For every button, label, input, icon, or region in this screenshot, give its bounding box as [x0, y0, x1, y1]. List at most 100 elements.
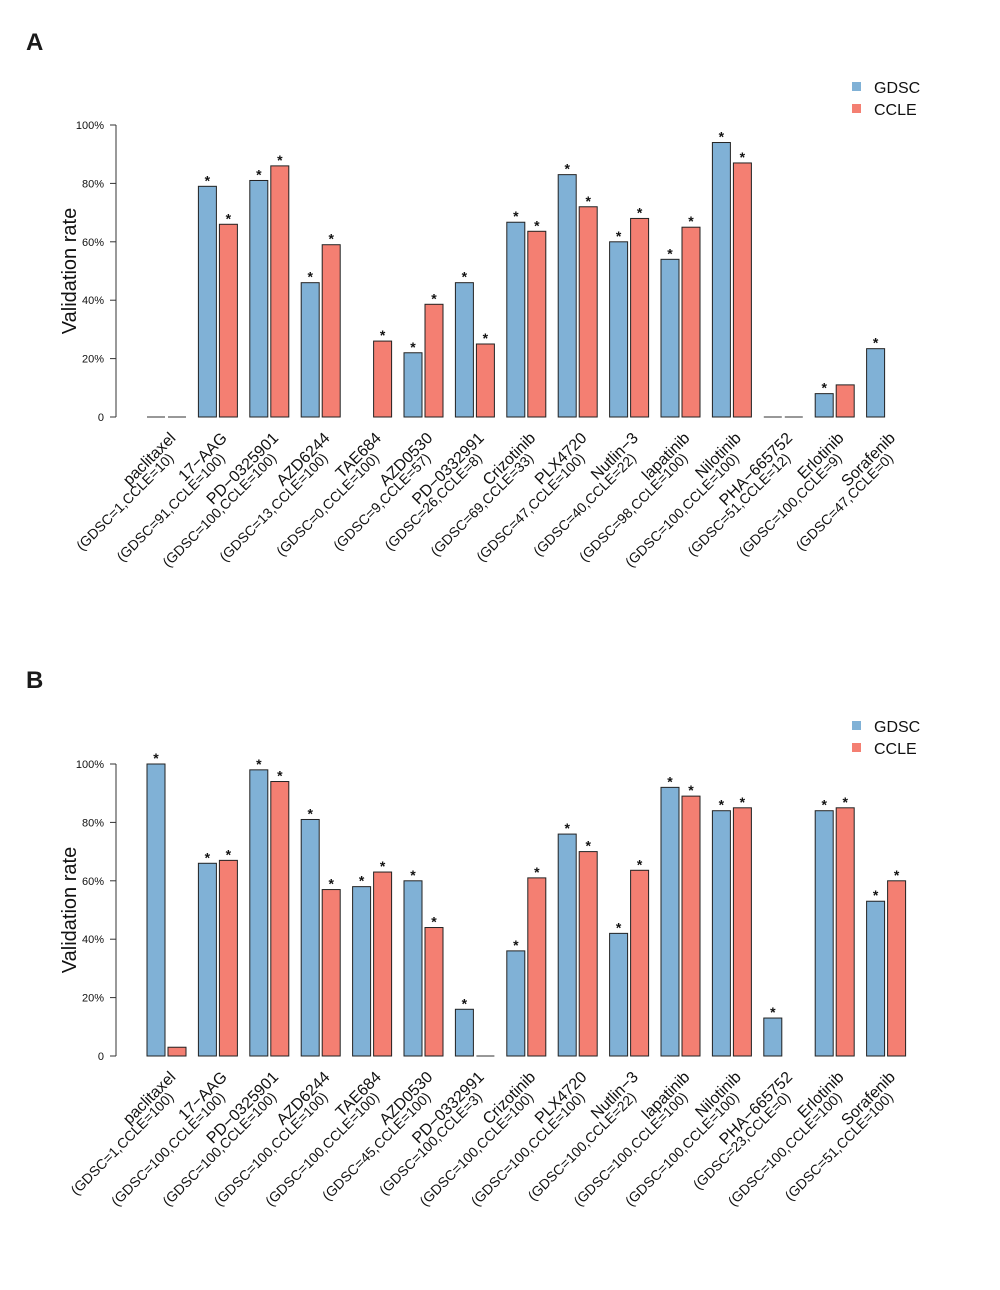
significance-star: *	[431, 290, 437, 306]
bar-gdsc	[711, 142, 731, 418]
legend-swatch-ccle	[852, 104, 861, 113]
significance-star: *	[894, 867, 900, 883]
significance-star: *	[667, 773, 673, 789]
bar-gdsc	[609, 241, 629, 418]
significance-star: *	[821, 797, 827, 813]
significance-star: *	[616, 228, 622, 244]
significance-star: *	[256, 166, 262, 182]
legend-swatch-gdsc	[852, 721, 861, 730]
bar-gdsc	[711, 810, 731, 1057]
significance-star: *	[719, 797, 725, 813]
bar-gdsc	[660, 258, 680, 418]
bar-ccle	[578, 851, 598, 1057]
significance-star: *	[513, 937, 519, 953]
significance-star: *	[153, 750, 159, 766]
bar-ccle	[732, 807, 752, 1057]
bar-ccle	[475, 343, 495, 418]
significance-star: *	[410, 867, 416, 883]
y-axis: 0 20% 40% 60% 80% 100%	[76, 120, 117, 424]
bar-gdsc	[609, 932, 629, 1057]
significance-star: *	[483, 330, 489, 346]
y-tick-label: 100%	[76, 120, 104, 132]
significance-star: *	[534, 864, 540, 880]
bar-gdsc	[454, 1008, 474, 1057]
legend-label-ccle: CCLE	[874, 102, 917, 119]
significance-star: *	[534, 217, 540, 233]
panel-letter: B	[26, 667, 43, 694]
y-tick-label: 80%	[82, 178, 104, 190]
bar-ccle	[373, 871, 393, 1057]
bars: * * * * * * * * * * * * * * * * * * * * * * * * * * *	[146, 750, 907, 1057]
bar-gdsc	[300, 818, 320, 1057]
bar-gdsc	[506, 221, 526, 418]
bar-ccle	[270, 781, 290, 1057]
bar-ccle	[681, 795, 701, 1057]
bar-gdsc	[866, 348, 886, 418]
bar-ccle	[578, 206, 598, 418]
significance-star: *	[226, 846, 232, 862]
x-tick-sublabel: (GDSC=1,CCLE=10)	[73, 450, 177, 554]
bar-gdsc	[352, 886, 372, 1057]
bar-ccle	[527, 230, 547, 418]
legend-swatch-gdsc	[852, 82, 861, 91]
significance-star: *	[380, 327, 386, 343]
bar-gdsc	[814, 393, 834, 418]
significance-star: *	[380, 858, 386, 874]
significance-star: *	[770, 1004, 776, 1020]
y-tick-label: 20%	[82, 993, 104, 1005]
legend-label-gdsc: GDSC	[874, 80, 920, 97]
y-axis: 0 20% 40% 60% 80% 100%	[76, 759, 117, 1063]
significance-star: *	[719, 129, 725, 145]
bar-gdsc	[557, 174, 577, 418]
significance-star: *	[585, 193, 591, 209]
bar-gdsc	[403, 352, 423, 418]
bar-gdsc	[403, 880, 423, 1057]
significance-star: *	[842, 794, 848, 810]
significance-star: *	[513, 208, 519, 224]
legend: GDSC CCLE	[852, 80, 920, 119]
significance-star: *	[226, 210, 232, 226]
bar-gdsc	[249, 179, 269, 418]
bar-ccle	[681, 226, 701, 418]
significance-star: *	[205, 849, 211, 865]
legend-label-ccle: CCLE	[874, 741, 917, 758]
significance-star: *	[328, 876, 334, 892]
panel-letter: A	[26, 29, 43, 56]
significance-star: *	[637, 856, 643, 872]
significance-star: *	[688, 782, 694, 798]
y-tick-label: 60%	[82, 237, 104, 249]
bar-ccle	[527, 877, 547, 1057]
significance-star: *	[564, 161, 570, 177]
significance-star: *	[328, 231, 334, 247]
bar-gdsc	[197, 185, 217, 418]
y-tick-label: 0	[98, 412, 104, 424]
bar-ccle	[630, 869, 650, 1057]
bar-gdsc	[660, 786, 680, 1057]
y-tick-label: 20%	[82, 354, 104, 366]
y-tick-label: 40%	[82, 295, 104, 307]
y-axis-label: Validation rate	[59, 847, 81, 973]
y-tick-label: 60%	[82, 876, 104, 888]
bar-gdsc	[249, 769, 269, 1057]
significance-star: *	[431, 914, 437, 930]
bar-gdsc	[146, 763, 166, 1057]
bar-ccle	[424, 927, 444, 1057]
bar-ccle	[218, 223, 238, 418]
bars: * * * * * * * * * * * * * * * * * * * * * * *	[147, 129, 886, 418]
bar-ccle	[218, 859, 238, 1057]
bar-ccle	[835, 807, 855, 1057]
significance-star: *	[359, 873, 365, 889]
significance-star: *	[277, 768, 283, 784]
significance-star: *	[873, 887, 879, 903]
significance-star: *	[307, 269, 313, 285]
bar-gdsc	[506, 950, 526, 1057]
significance-star: *	[821, 380, 827, 396]
bar-gdsc	[814, 810, 834, 1057]
bar-gdsc	[763, 1017, 783, 1057]
significance-star: *	[637, 204, 643, 220]
bar-gdsc	[557, 833, 577, 1057]
legend-label-gdsc: GDSC	[874, 719, 920, 736]
bar-ccle	[270, 165, 290, 418]
bar-ccle	[887, 880, 907, 1057]
